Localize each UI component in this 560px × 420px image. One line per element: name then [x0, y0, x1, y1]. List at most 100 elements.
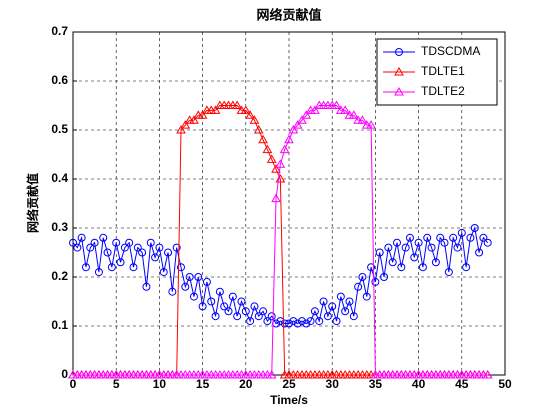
data-point: [189, 115, 199, 124]
data-point: [279, 144, 290, 154]
data-point: [427, 243, 436, 252]
y-tick-label: 0.1: [51, 318, 68, 332]
data-point: [453, 243, 462, 252]
data-point: [470, 224, 479, 232]
data-point: [418, 263, 427, 272]
data-point: [362, 292, 371, 301]
data-point: [288, 124, 299, 134]
data-point: [133, 243, 142, 252]
legend-label: TDLTE1: [421, 64, 465, 78]
data-point: [462, 263, 471, 272]
data-point: [414, 238, 423, 247]
data-point: [73, 243, 82, 252]
data-point: [77, 233, 86, 242]
data-point: [241, 307, 250, 316]
data-point: [449, 233, 458, 242]
data-point: [375, 248, 384, 257]
data-point: [367, 263, 376, 272]
data-point: [297, 115, 307, 124]
legend-marker: [394, 66, 404, 76]
data-point: [103, 248, 112, 257]
data-point: [483, 238, 492, 247]
data-point: [302, 319, 311, 328]
data-point: [357, 115, 368, 124]
data-point: [371, 277, 380, 286]
data-point: [211, 312, 220, 321]
data-point: [237, 297, 246, 306]
data-point: [81, 263, 90, 272]
x-tick-label: 20: [239, 377, 253, 391]
data-point: [120, 243, 129, 252]
data-point: [284, 134, 294, 144]
data-point: [440, 238, 449, 247]
data-point: [151, 253, 160, 262]
data-point: [181, 282, 190, 291]
data-point: [86, 243, 95, 252]
data-point: [189, 292, 198, 301]
data-point: [271, 164, 281, 173]
y-tick-label: 0.5: [51, 122, 68, 136]
data-point: [210, 105, 221, 114]
data-point: [176, 124, 186, 134]
y-tick-label: 0.4: [51, 171, 68, 185]
data-point: [262, 144, 273, 154]
data-point: [224, 307, 233, 316]
data-point: [107, 263, 116, 272]
data-point: [331, 100, 342, 109]
data-point: [345, 297, 354, 306]
data-point: [254, 312, 263, 321]
data-point: [315, 317, 324, 326]
x-tick-label: 10: [153, 377, 167, 391]
data-point: [258, 134, 268, 144]
data-point: [172, 243, 181, 252]
legend-label: TDSCDMA: [421, 44, 480, 58]
x-tick-label: 40: [412, 377, 426, 391]
data-point: [280, 319, 289, 328]
data-point: [358, 273, 367, 281]
data-point: [266, 154, 277, 163]
data-point: [245, 110, 255, 119]
data-point: [202, 277, 211, 286]
legend-label: TDLTE2: [421, 84, 465, 98]
data-point: [267, 312, 276, 321]
data-point: [482, 369, 493, 379]
data-point: [310, 105, 320, 114]
data-point: [125, 238, 134, 247]
data-point: [177, 263, 185, 272]
data-point: [232, 100, 243, 109]
x-tick-label: 15: [196, 377, 210, 391]
data-point: [159, 268, 168, 277]
data-point: [397, 263, 406, 272]
chart-title: 网络贡献值: [256, 7, 321, 22]
data-point: [285, 319, 293, 328]
data-point: [142, 282, 151, 291]
series-line: [72, 226, 489, 325]
y-tick-label: 0.6: [51, 73, 68, 87]
data-point: [310, 307, 319, 316]
data-point: [444, 268, 453, 277]
y-tick-label: 0: [61, 367, 68, 381]
data-point: [293, 319, 302, 328]
x-tick-label: 45: [455, 377, 469, 391]
data-point: [228, 292, 237, 301]
data-point: [479, 233, 488, 242]
x-tick-label: 35: [369, 377, 383, 391]
data-point: [168, 287, 177, 296]
x-tick-label: 5: [113, 377, 120, 391]
data-point: [116, 258, 125, 267]
series-line: [73, 105, 488, 376]
data-point: [271, 193, 281, 203]
data-point: [349, 312, 358, 321]
data-point: [180, 120, 191, 129]
data-point: [336, 292, 345, 301]
data-point: [354, 282, 363, 291]
legend-marker: [394, 86, 404, 96]
data-point: [220, 302, 229, 311]
data-point: [197, 110, 208, 119]
x-axis-label: Time/s: [270, 393, 308, 407]
data-point: [198, 302, 207, 311]
data-point: [185, 273, 194, 281]
data-point: [431, 258, 440, 267]
